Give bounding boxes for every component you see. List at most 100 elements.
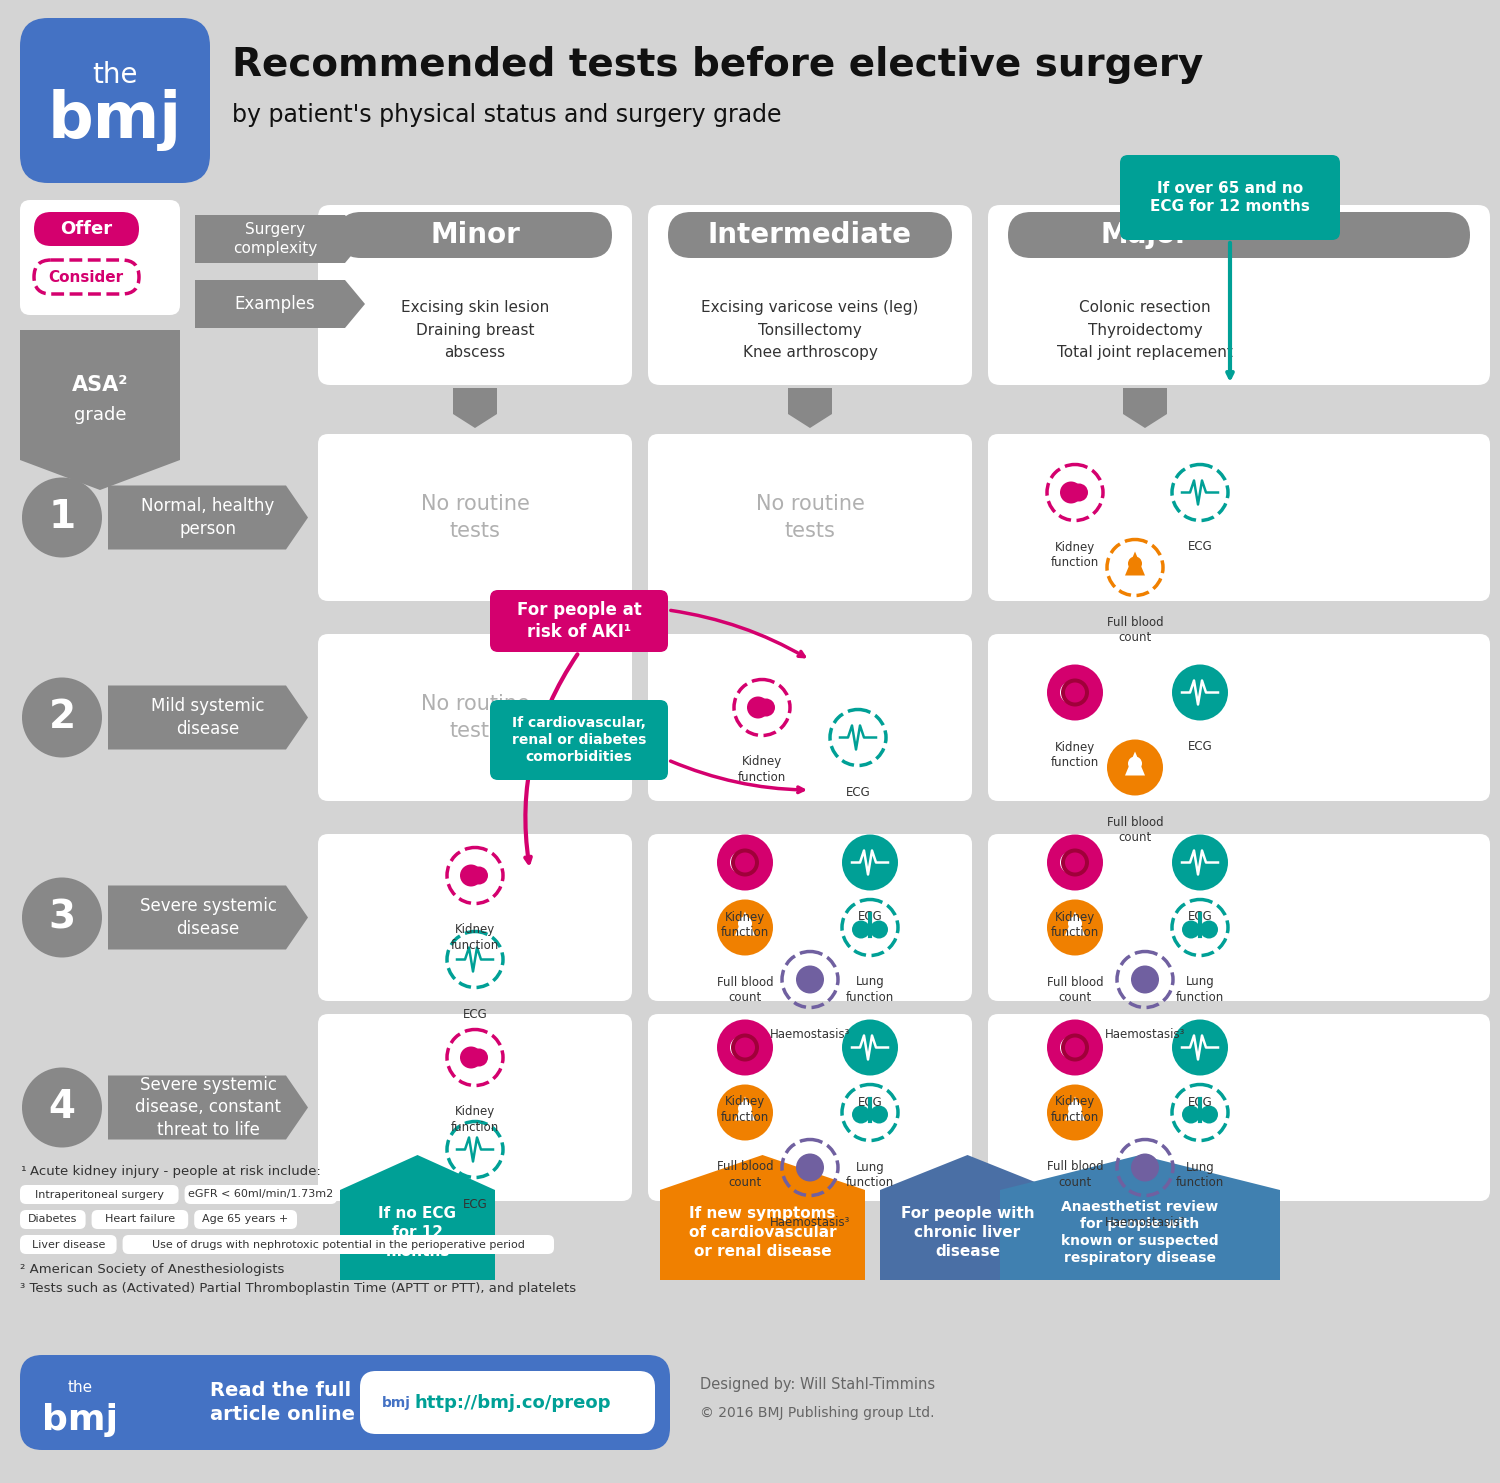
Text: Kidney
function: Kidney function xyxy=(722,911,770,939)
Circle shape xyxy=(1128,556,1142,571)
Text: ² American Society of Anesthesiologists: ² American Society of Anesthesiologists xyxy=(20,1264,285,1275)
FancyBboxPatch shape xyxy=(988,435,1490,601)
Text: ECG: ECG xyxy=(858,1096,882,1108)
Circle shape xyxy=(730,848,759,876)
Text: Surgery
complexity: Surgery complexity xyxy=(232,222,316,255)
FancyBboxPatch shape xyxy=(668,212,952,258)
Text: ECG: ECG xyxy=(1188,740,1212,753)
FancyBboxPatch shape xyxy=(648,205,972,386)
Text: 3: 3 xyxy=(48,899,75,936)
Polygon shape xyxy=(735,1096,754,1121)
Text: Heart failure: Heart failure xyxy=(105,1215,176,1225)
Text: Intermediate: Intermediate xyxy=(708,221,912,249)
Circle shape xyxy=(1065,682,1084,703)
Text: ASA²: ASA² xyxy=(72,375,128,394)
Text: Colonic resection
Thyroidectomy
Total joint replacement: Colonic resection Thyroidectomy Total jo… xyxy=(1058,300,1233,360)
Circle shape xyxy=(717,1019,772,1075)
Text: No routine
tests: No routine tests xyxy=(756,494,864,541)
FancyBboxPatch shape xyxy=(648,635,972,801)
Text: Full blood
count: Full blood count xyxy=(717,1161,774,1189)
Polygon shape xyxy=(108,485,308,550)
Text: Full blood
count: Full blood count xyxy=(1107,615,1164,644)
Text: If cardiovascular,
renal or diabetes
comorbidities: If cardiovascular, renal or diabetes com… xyxy=(512,716,646,764)
Polygon shape xyxy=(20,331,180,489)
Text: Offer: Offer xyxy=(60,219,112,237)
Circle shape xyxy=(1070,483,1088,501)
FancyBboxPatch shape xyxy=(648,1014,972,1201)
Circle shape xyxy=(1070,684,1088,701)
Text: Normal, healthy
person: Normal, healthy person xyxy=(141,497,274,538)
Text: ECG: ECG xyxy=(846,786,870,798)
Text: Acute kidney injury - people at risk include:: Acute kidney injury - people at risk inc… xyxy=(30,1166,321,1178)
Text: Consider: Consider xyxy=(48,270,123,285)
Polygon shape xyxy=(195,215,364,262)
Text: Lung
function: Lung function xyxy=(846,976,894,1004)
FancyBboxPatch shape xyxy=(338,212,612,258)
Text: 2: 2 xyxy=(48,698,75,737)
Circle shape xyxy=(460,865,482,887)
Circle shape xyxy=(870,1105,888,1124)
Text: bmj: bmj xyxy=(48,89,182,151)
Polygon shape xyxy=(108,1075,308,1139)
Circle shape xyxy=(470,1048,488,1066)
FancyBboxPatch shape xyxy=(20,1355,670,1450)
Text: Designed by: Will Stahl-Timmins: Designed by: Will Stahl-Timmins xyxy=(700,1378,934,1393)
Text: If over 65 and no
ECG for 12 months: If over 65 and no ECG for 12 months xyxy=(1150,181,1310,215)
Circle shape xyxy=(717,1084,772,1140)
Polygon shape xyxy=(340,1155,495,1280)
Circle shape xyxy=(460,1047,482,1068)
Polygon shape xyxy=(1124,389,1167,429)
Circle shape xyxy=(852,921,870,939)
Text: Haemostasis³: Haemostasis³ xyxy=(1106,1028,1185,1041)
FancyBboxPatch shape xyxy=(318,833,632,1001)
FancyBboxPatch shape xyxy=(20,1235,117,1255)
Text: eGFR < 60ml/min/1.73m2: eGFR < 60ml/min/1.73m2 xyxy=(188,1189,333,1200)
Text: Kidney
function: Kidney function xyxy=(1052,740,1100,770)
FancyBboxPatch shape xyxy=(988,205,1490,386)
Polygon shape xyxy=(660,1155,866,1280)
Text: ECG: ECG xyxy=(858,911,882,924)
Circle shape xyxy=(1200,1105,1218,1124)
Circle shape xyxy=(1047,664,1102,721)
FancyBboxPatch shape xyxy=(490,590,668,653)
Polygon shape xyxy=(1065,912,1084,936)
FancyBboxPatch shape xyxy=(648,435,972,601)
Polygon shape xyxy=(195,280,364,328)
Text: No routine
tests: No routine tests xyxy=(420,494,530,541)
Text: ECG: ECG xyxy=(1188,911,1212,924)
Text: Kidney
function: Kidney function xyxy=(738,755,786,785)
Circle shape xyxy=(1060,851,1082,873)
Text: Diabetes: Diabetes xyxy=(28,1215,78,1225)
FancyBboxPatch shape xyxy=(360,1370,656,1434)
Text: Intraperitoneal surgery: Intraperitoneal surgery xyxy=(34,1189,164,1200)
Circle shape xyxy=(796,1154,824,1182)
Circle shape xyxy=(1200,921,1218,939)
Circle shape xyxy=(1060,1037,1082,1059)
Text: Full blood
count: Full blood count xyxy=(1107,816,1164,844)
Text: Lung
function: Lung function xyxy=(1176,1161,1224,1189)
Circle shape xyxy=(870,921,888,939)
Text: Haemostasis³: Haemostasis³ xyxy=(770,1216,850,1228)
Text: Severe systemic
disease, constant
threat to life: Severe systemic disease, constant threat… xyxy=(135,1075,280,1139)
Polygon shape xyxy=(108,885,308,949)
Text: Anaesthetist review
for people with
known or suspected
respiratory disease: Anaesthetist review for people with know… xyxy=(1060,1200,1220,1265)
Circle shape xyxy=(1047,900,1102,955)
Text: Kidney
function: Kidney function xyxy=(452,924,500,952)
Polygon shape xyxy=(735,912,754,936)
Polygon shape xyxy=(108,685,308,749)
FancyBboxPatch shape xyxy=(123,1235,554,1255)
Circle shape xyxy=(1070,1038,1088,1056)
FancyBboxPatch shape xyxy=(318,1014,632,1201)
Circle shape xyxy=(796,965,824,994)
Text: by patient's physical status and surgery grade: by patient's physical status and surgery… xyxy=(232,102,782,128)
Circle shape xyxy=(1131,965,1160,994)
Text: ECG: ECG xyxy=(1188,1096,1212,1108)
Text: Examples: Examples xyxy=(234,295,315,313)
Circle shape xyxy=(1047,1019,1102,1075)
Circle shape xyxy=(717,900,772,955)
Text: No routine
tests: No routine tests xyxy=(420,694,530,740)
FancyBboxPatch shape xyxy=(1120,156,1340,240)
Text: Use of drugs with nephrotoxic potential in the perioperative period: Use of drugs with nephrotoxic potential … xyxy=(152,1240,525,1250)
FancyBboxPatch shape xyxy=(988,635,1490,801)
Text: For people with
chronic liver
disease: For people with chronic liver disease xyxy=(900,1206,1035,1259)
